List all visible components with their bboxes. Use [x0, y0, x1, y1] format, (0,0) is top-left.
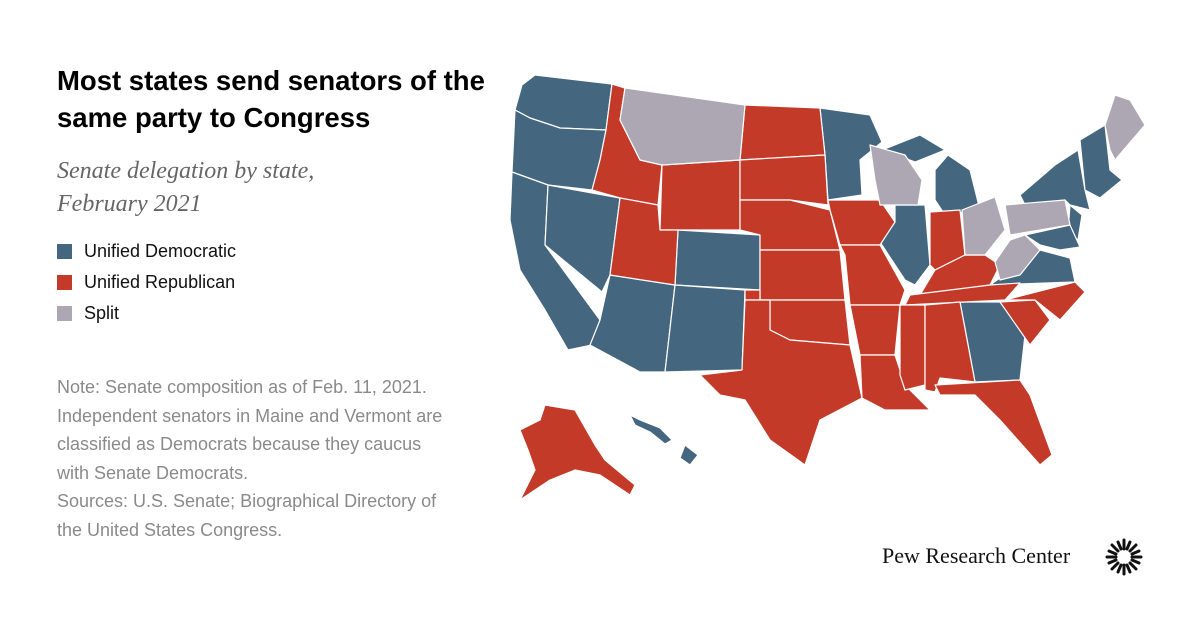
note-block: Note: Senate composition as of Feb. 11, …: [57, 373, 447, 544]
mt: [619, 87, 746, 166]
states: [509, 74, 1146, 501]
legend-item: Split: [57, 298, 236, 329]
la: [859, 354, 931, 411]
legend-item: Unified Republican: [57, 267, 236, 298]
fl: [934, 379, 1053, 466]
unified-democratic-states: [509, 74, 1123, 466]
title: Most states send senators of the same pa…: [57, 65, 485, 133]
sc: [999, 299, 1051, 346]
sources: Sources: U.S. Senate; Biographical Direc…: [57, 491, 437, 540]
tn: [904, 282, 1021, 306]
wi: [869, 144, 923, 206]
tx: [699, 299, 863, 466]
legend-label: Unified Republican: [84, 272, 236, 292]
subtitle: Senate delegation by state, February 202…: [57, 158, 315, 217]
legend-item: Unified Democratic: [57, 236, 236, 267]
legend-swatch: [57, 306, 72, 321]
legend: Unified Democratic Unified Republican Spli…: [57, 236, 236, 329]
oh: [961, 196, 1006, 256]
note: Note: Senate composition as of Feb. 11, …: [57, 377, 443, 483]
ks: [759, 249, 846, 301]
ak: [519, 404, 636, 501]
me: [1104, 94, 1146, 161]
split-states: [619, 87, 1146, 281]
nv: [544, 184, 621, 293]
sd: [739, 154, 829, 206]
legend-swatch: [57, 275, 72, 290]
ms: [899, 304, 926, 391]
nc: [1004, 281, 1086, 321]
legend-label: Unified Democratic: [84, 241, 237, 261]
pa: [1004, 199, 1071, 236]
legend-swatch: [57, 244, 72, 259]
ia: [827, 199, 896, 246]
brand-logo: [1105, 538, 1143, 576]
ut: [609, 197, 679, 286]
nm: [664, 284, 746, 373]
hi: [679, 444, 699, 466]
wy: [659, 159, 741, 231]
wv: [994, 234, 1041, 281]
co: [674, 229, 761, 291]
legend-label: Split: [84, 303, 120, 323]
nd: [739, 104, 826, 161]
al: [924, 301, 976, 393]
brand: Pew Research Center: [882, 543, 1071, 568]
unified-republican-states: [519, 83, 1086, 501]
ar: [849, 304, 901, 356]
hi-islands: [629, 414, 673, 445]
